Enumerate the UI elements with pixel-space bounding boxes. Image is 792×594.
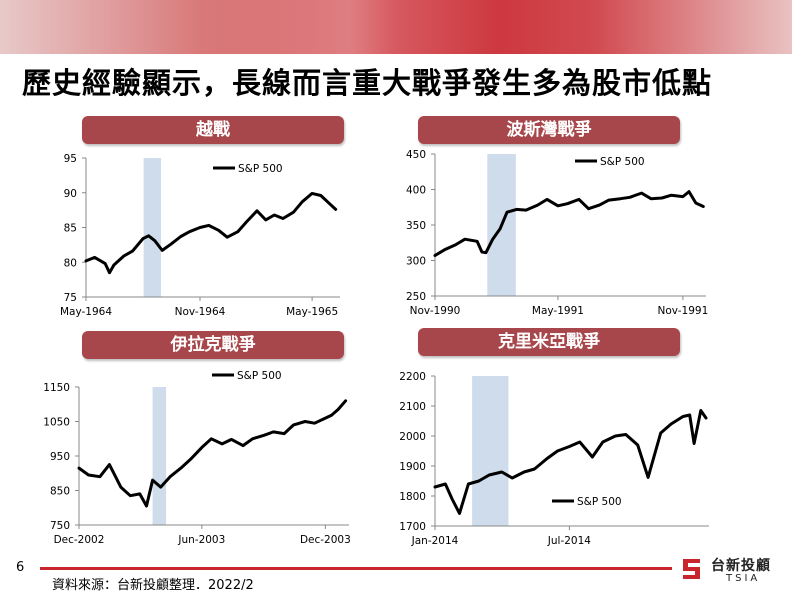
x-tick-label: Dec-2003 xyxy=(300,534,351,546)
y-tick-label: 2000 xyxy=(399,431,426,443)
y-tick-label: 750 xyxy=(50,520,70,532)
legend-label: S&P 500 xyxy=(600,156,645,168)
x-tick-label: Nov-1990 xyxy=(410,305,461,317)
series-line-sp500 xyxy=(77,399,348,508)
slide-headline: 歷史經驗顯示，長線而言重大戰爭發生多為股市低點 xyxy=(22,66,713,100)
logo-mark-icon xyxy=(683,559,700,579)
y-tick-label: 450 xyxy=(406,149,426,161)
y-tick-label: 1700 xyxy=(399,521,426,533)
event-band xyxy=(472,376,509,526)
page-number: 6 xyxy=(16,560,25,575)
y-tick-label: 1150 xyxy=(43,382,70,394)
x-tick-label: Jun-2003 xyxy=(177,534,225,546)
company-logo: 台新投顧 TSIA xyxy=(680,554,784,590)
legend-label: S&P 500 xyxy=(238,163,283,175)
source-note: 資料來源：台新投顧整理．2022/2 xyxy=(52,578,254,593)
y-tick-label: 250 xyxy=(406,291,426,303)
x-tick-label: Nov-1964 xyxy=(175,306,226,318)
banner-shine xyxy=(200,0,500,54)
y-tick-label: 2200 xyxy=(399,371,426,383)
x-tick-label: Jul-2014 xyxy=(547,535,591,547)
chart-title-gulf-war: 波斯灣戰爭 xyxy=(418,116,680,144)
legend-label: S&P 500 xyxy=(577,496,622,508)
y-tick-label: 80 xyxy=(64,257,77,269)
x-tick-label: Nov-1991 xyxy=(658,305,709,317)
x-tick-label: May-1964 xyxy=(60,306,112,318)
y-tick-label: 300 xyxy=(406,256,426,268)
x-tick-label: May-1965 xyxy=(286,306,338,318)
event-band xyxy=(143,158,161,297)
y-tick-label: 1900 xyxy=(399,461,426,473)
chart-title-vietnam-war: 越戰 xyxy=(82,116,344,144)
chart-title-iraq-war: 伊拉克戰爭 xyxy=(82,331,344,359)
footer-divider xyxy=(40,567,672,570)
x-tick-label: May-1991 xyxy=(532,305,584,317)
y-tick-label: 1050 xyxy=(43,417,70,429)
series-line-sp500 xyxy=(433,409,708,515)
chart-title-crimea-war: 克里米亞戰爭 xyxy=(418,328,680,356)
y-tick-label: 2100 xyxy=(399,401,426,413)
y-tick-label: 400 xyxy=(406,185,426,197)
y-tick-label: 850 xyxy=(50,486,70,498)
series-line-sp500 xyxy=(433,190,705,257)
y-tick-label: 85 xyxy=(64,223,77,235)
y-tick-label: 950 xyxy=(50,451,70,463)
logo-en: TSIA xyxy=(726,573,761,584)
event-band xyxy=(152,387,167,525)
y-tick-label: 350 xyxy=(406,220,426,232)
header-banner xyxy=(0,0,792,54)
logo-name: 台新投顧 xyxy=(711,558,771,574)
y-tick-label: 1800 xyxy=(399,491,426,503)
legend-label: S&P 500 xyxy=(237,370,282,382)
y-tick-label: 75 xyxy=(64,292,77,304)
y-tick-label: 90 xyxy=(64,188,77,200)
x-tick-label: Dec-2002 xyxy=(54,534,105,546)
series-line-sp500 xyxy=(84,191,338,275)
y-tick-label: 95 xyxy=(64,153,77,165)
x-tick-label: Jan-2014 xyxy=(411,535,459,547)
